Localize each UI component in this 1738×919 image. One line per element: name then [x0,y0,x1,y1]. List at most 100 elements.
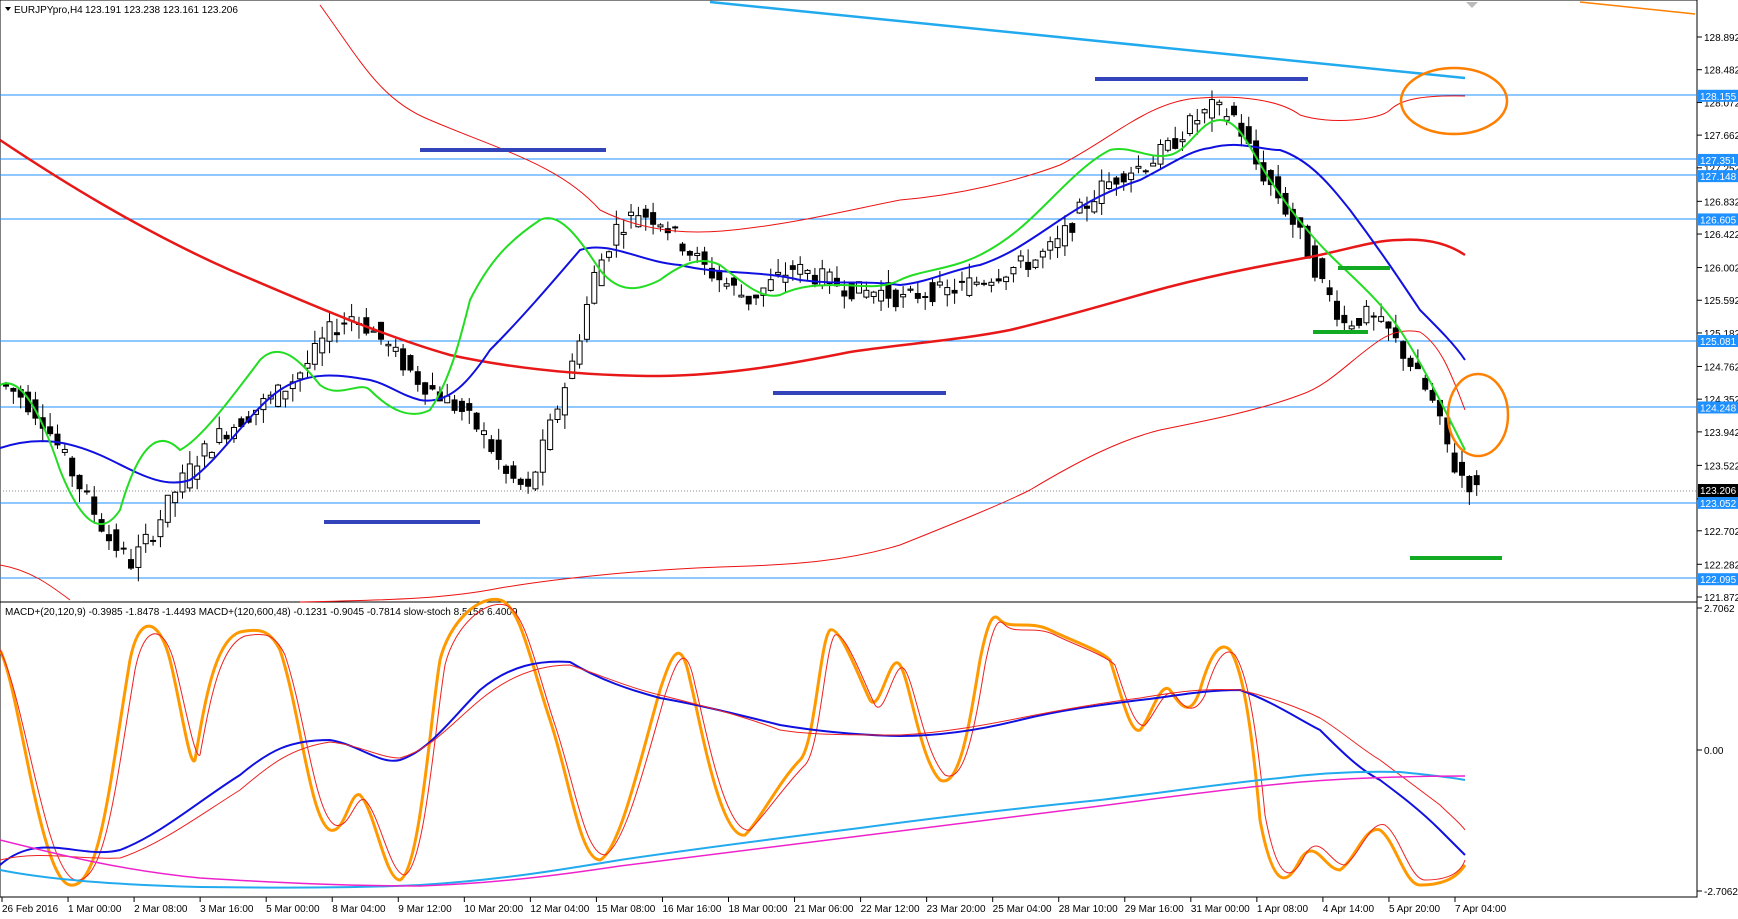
current-price-badge: 123.206 [1698,484,1738,497]
candle-body [1120,173,1127,183]
moving-average-blue [0,143,1466,484]
candle-body [1003,276,1010,283]
candle-body [1106,181,1113,189]
candle-body [311,342,318,365]
candle-body [576,340,583,365]
candle-body [620,231,627,235]
candle-body [804,269,811,274]
candle-body [642,208,649,218]
bollinger-lower-band [0,330,1466,603]
candle-body [1069,223,1076,233]
candle-body [679,243,686,252]
annotations[interactable] [324,66,1510,560]
candle-body [936,281,943,286]
price-axis-tick: 128.072 [1704,98,1738,109]
level-badge-bg [1698,170,1738,183]
dropdown-triangle-icon[interactable] [5,7,11,11]
price-axis-tick: 128.892 [1704,33,1738,44]
candle-body [466,403,473,411]
candle-body [819,268,826,287]
candle-body [958,280,965,283]
candle-body [1363,305,1370,324]
candle-body [775,271,782,275]
candle-body [319,337,326,354]
time-axis[interactable]: 26 Feb 2016 1 Mar 00:00 2 Mar 08:00 3 Mar 1… [1,897,1507,915]
price-axis-tick: 128.482 [1704,66,1738,77]
candle-body [870,291,877,298]
price-axis-tick: 122.282 [1704,560,1738,571]
candle-body [892,289,899,308]
time-axis-label: 1 Mar 00:00 [68,904,122,915]
candle-body [1407,357,1414,367]
candle-body [723,283,730,287]
candle-body [392,346,399,352]
price-overlays [0,0,1696,603]
candle-body [782,274,789,283]
candle-body [657,224,664,228]
moving-average-red [0,138,1466,378]
candle-body [1128,172,1135,181]
candle-body [635,215,642,228]
candle-body [341,322,348,325]
level-badge-bg [1698,335,1738,348]
macd-slow-magenta [0,775,1466,887]
candle-body [458,400,465,412]
candle-body [1459,461,1465,476]
candle-body [1216,101,1223,106]
candle-body [1319,258,1326,280]
time-axis-label: 12 Mar 04:00 [530,904,589,915]
price-axis[interactable]: 128.892 128.482 128.072 127.662 127.252 126.8… [1697,33,1738,604]
candle-body [186,463,193,489]
candle-body [451,399,458,411]
price-panel[interactable] [0,0,1698,603]
level-badge-bg [1698,213,1738,226]
candle-body [1429,389,1436,401]
candle-body [128,559,135,569]
indicator-panel[interactable] [0,601,1698,898]
level-badge-bg [1698,153,1738,166]
candle-body [628,211,635,217]
candle-body [297,372,304,380]
trendline-orange [1579,1,1696,15]
level-badge-bg [1698,401,1738,414]
trendline-cyan [709,0,1466,80]
price-axis-tick: 125.592 [1704,296,1738,307]
candle-body [282,390,289,400]
level-badge-text: 122.095 [1700,575,1737,586]
candle-body [1091,201,1098,213]
candle-body [1039,250,1046,258]
candle-body [532,471,539,490]
candle-body [973,281,980,285]
candle-body [1179,139,1186,143]
candle-body [1422,377,1429,390]
candle-body [811,274,818,285]
price-axis-tick: 123.522 [1704,461,1738,472]
candle-body [69,457,76,477]
candle-body [1348,325,1355,330]
highlight-ellipse-1[interactable] [1399,66,1509,136]
chart-shift-marker-icon[interactable] [1466,2,1478,8]
level-badge-bg [1698,573,1738,586]
candle-body [760,287,767,296]
horizontal-levels[interactable] [0,94,1697,579]
candle-body [172,491,179,504]
candle-body [694,252,701,256]
time-axis-label: 7 Apr 04:00 [1455,904,1507,915]
candle-body [385,343,392,347]
candle-body [488,439,495,452]
candle-body [10,387,17,392]
candle-body [510,465,517,479]
highlight-ellipse-2[interactable] [1446,372,1510,458]
candle-body [591,271,598,304]
indicator-axis[interactable]: 2.7062 0.00 -2.7062 [1697,604,1738,898]
time-axis-label: 8 Mar 04:00 [332,904,386,915]
candle-body [1025,261,1032,270]
candle-body [304,362,311,369]
time-axis-label: 29 Mar 16:00 [1125,904,1184,915]
candle-body [841,290,848,297]
candle-body [201,443,208,457]
candle-body [995,278,1002,282]
candle-body [407,355,414,371]
candle-body [1157,143,1164,165]
